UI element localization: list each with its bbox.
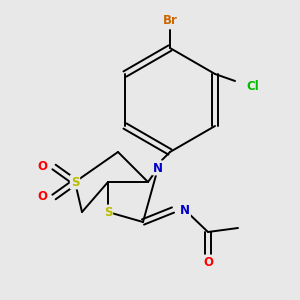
Text: Br: Br	[163, 14, 177, 26]
Text: N: N	[180, 203, 190, 217]
Text: S: S	[71, 176, 79, 188]
Text: O: O	[203, 256, 213, 268]
Text: N: N	[153, 161, 163, 175]
Text: O: O	[37, 160, 47, 173]
Text: O: O	[37, 190, 47, 203]
Text: Cl: Cl	[247, 80, 260, 92]
Text: S: S	[104, 206, 112, 218]
